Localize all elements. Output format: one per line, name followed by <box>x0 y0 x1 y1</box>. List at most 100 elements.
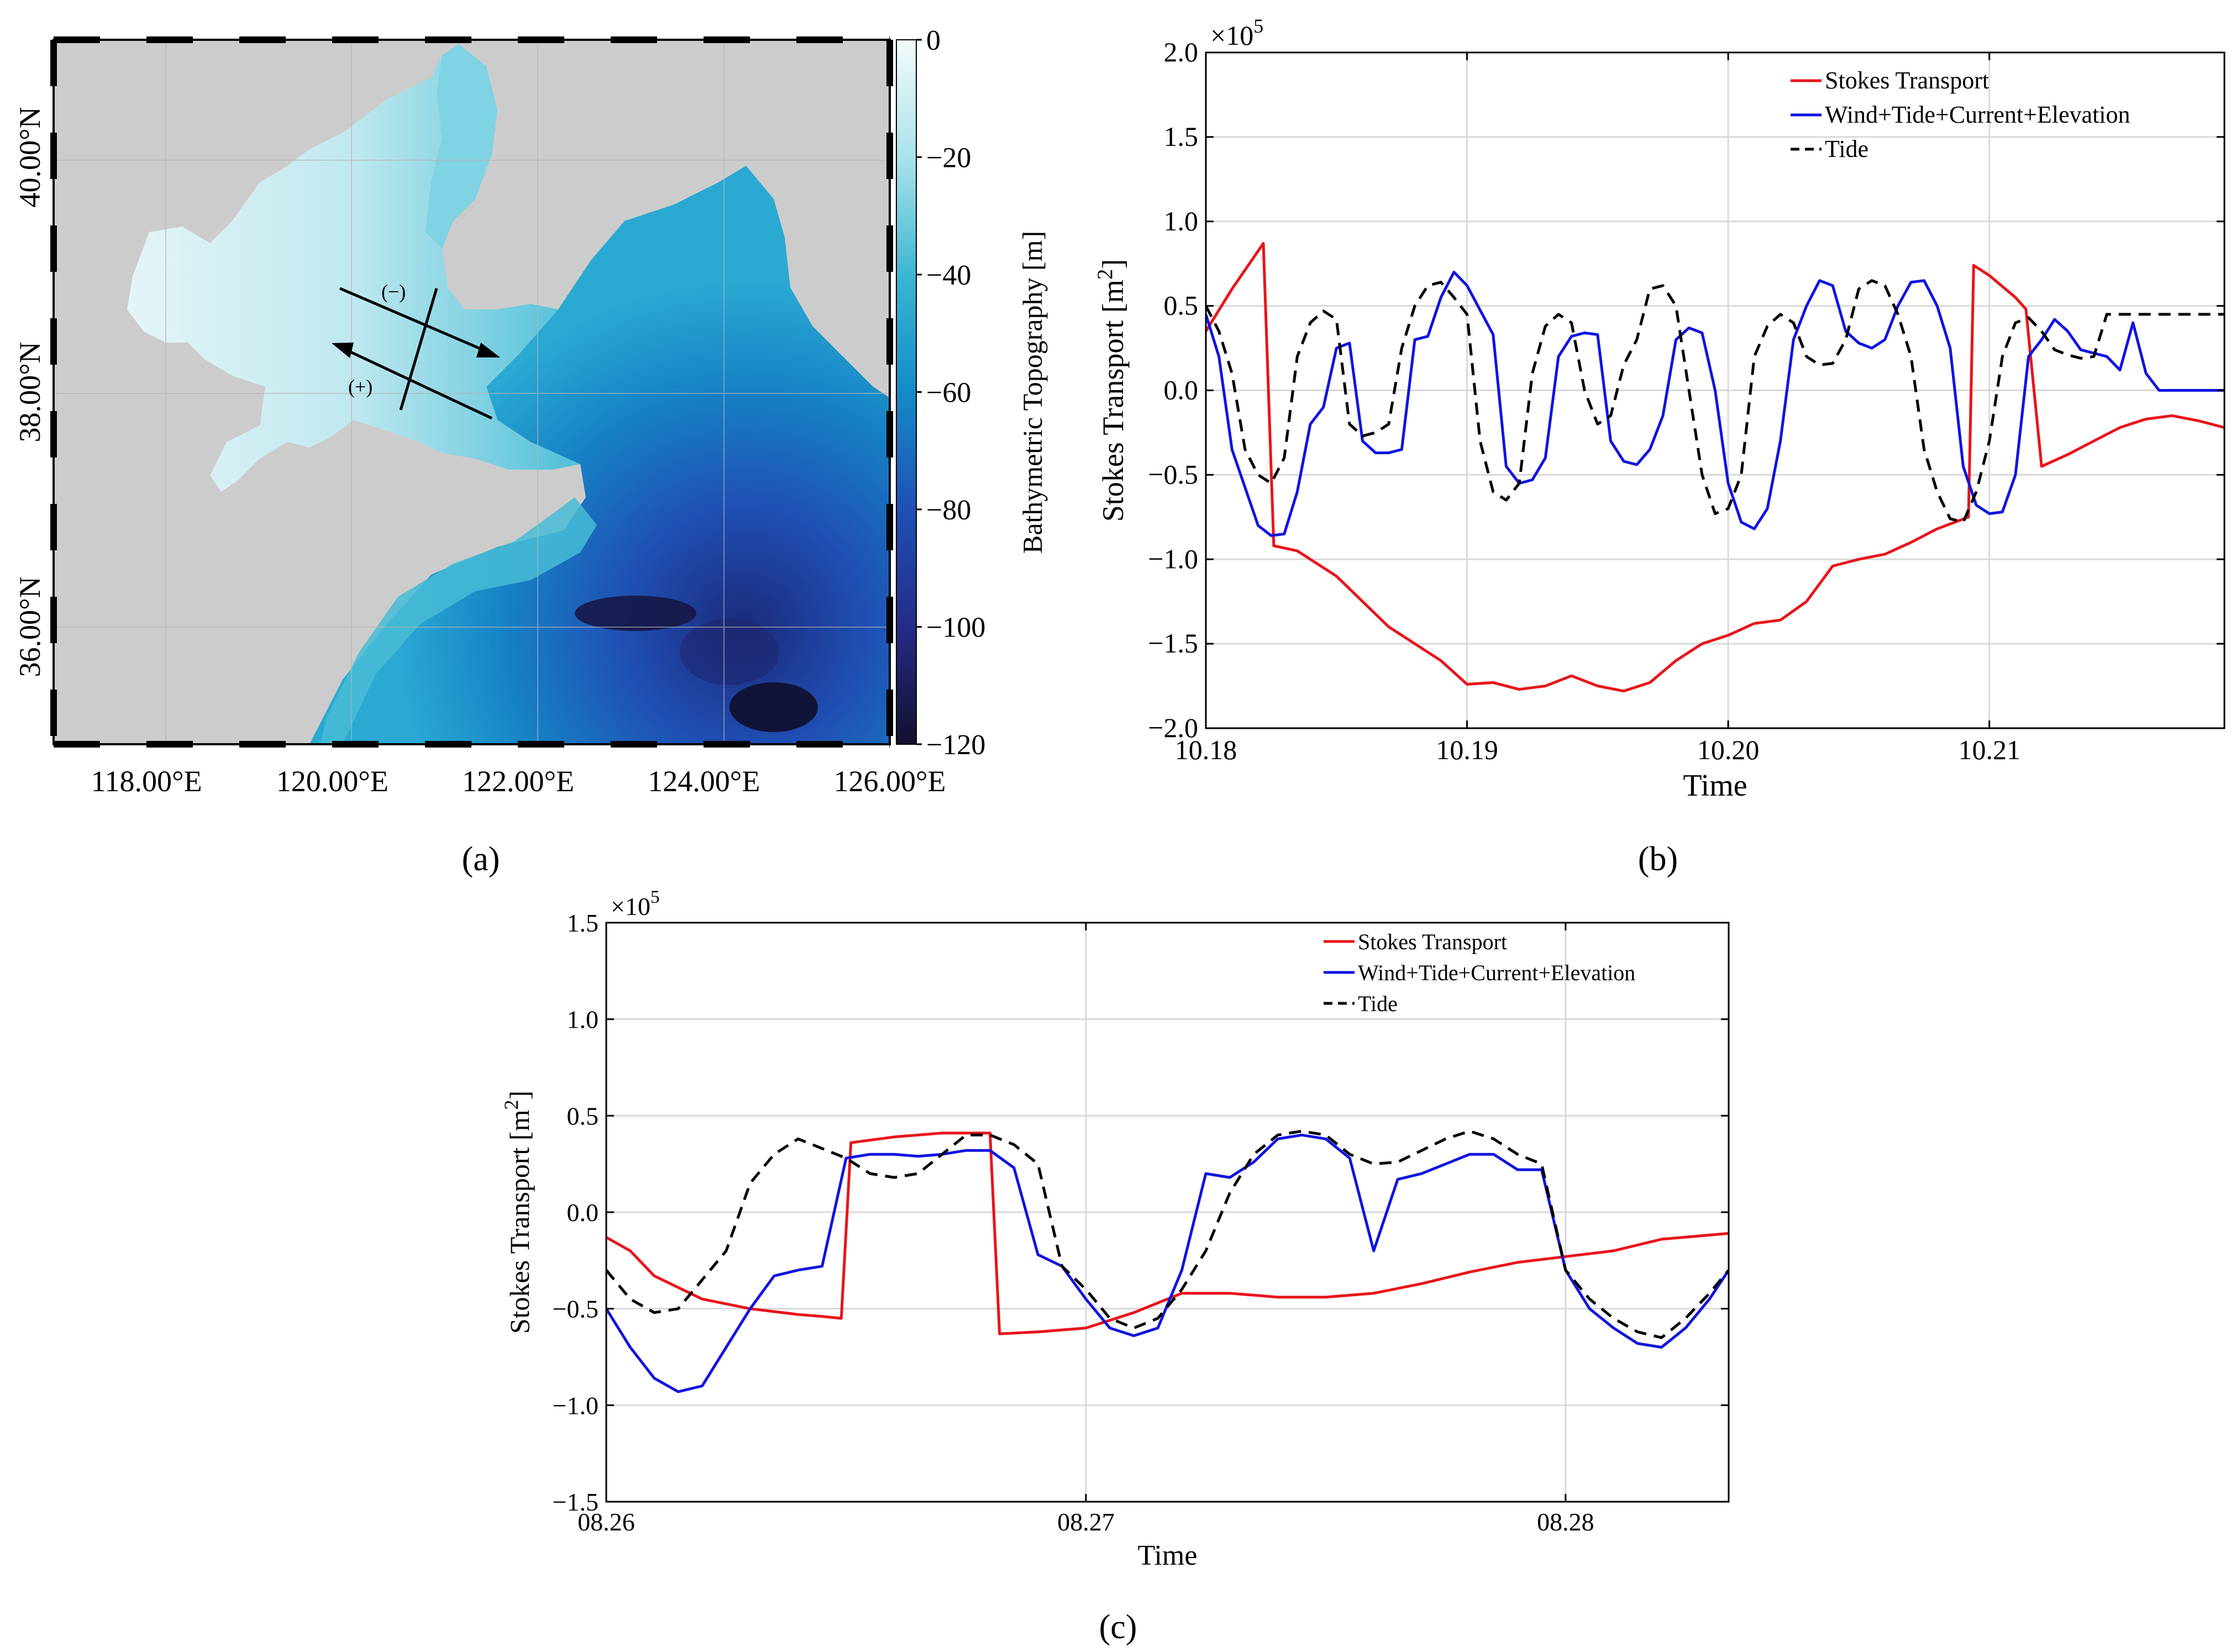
map-y-tick-labels: 36.00°N 38.00°N 40.00°N <box>13 107 46 677</box>
y-tick-label: 1.5 <box>1164 121 1199 152</box>
liaodong-bay <box>426 44 497 249</box>
arrow-head-lower <box>332 343 354 358</box>
y-tick-label: −1.0 <box>553 1391 599 1419</box>
colorbar-tick-label: −100 <box>926 612 985 644</box>
map-frame-dash <box>332 36 379 43</box>
x-tick-label: 10.19 <box>1436 734 1498 765</box>
legend: Stokes Transport Wind+Tide+Current+Elevat… <box>1324 929 1635 1016</box>
map-frame-dash <box>611 741 657 748</box>
y-tick-label: −1.5 <box>1148 628 1198 659</box>
axis-multiplier-exponent: 5 <box>650 887 660 907</box>
map-frame-dash <box>50 133 57 179</box>
arrow-head-upper <box>476 343 500 357</box>
y-tick-label: 1.5 <box>567 909 599 937</box>
y-axis-label-superscript: 2 <box>500 1100 522 1110</box>
section-line-upper <box>339 287 492 355</box>
x-axis-label: Time <box>1683 769 1747 803</box>
y-tick-label: −2.0 <box>1148 712 1198 743</box>
panel-label-a: (a) <box>462 840 500 878</box>
map-frame-dash <box>886 597 893 643</box>
colorbar-tick-label: −40 <box>926 260 971 291</box>
map-frame-dash <box>50 690 57 736</box>
map-frame-dash <box>886 40 893 86</box>
map-frame-dash <box>425 36 471 43</box>
legend-label-tide: Tide <box>1825 135 1868 162</box>
map-x-tick-labels: 118.00°E 120.00°E 122.00°E 124.00°E 126.00°E <box>91 765 946 798</box>
colorbar-tick-label: −60 <box>926 377 971 409</box>
y-tick-label: 0.0 <box>567 1198 599 1227</box>
map-frame-dash <box>54 36 100 43</box>
colorbar-tick-label: 0 <box>926 25 941 56</box>
coastal-shelf-band <box>321 497 597 744</box>
map-frame-dash <box>704 741 750 748</box>
y-tick-label: −0.5 <box>1148 459 1198 490</box>
map-frame-dash <box>50 318 57 365</box>
panel-b-chart: −2.0 −1.5 −1.0 −0.5 0.0 0.5 1.0 1.5 2.0 10.18 10.1… <box>1093 15 2225 803</box>
series-line-tide <box>606 1129 1729 1339</box>
y-tick-label: 0.5 <box>567 1102 599 1130</box>
map-y-tick-label: 36.00°N <box>13 576 46 677</box>
x-tick-label: 08.28 <box>1537 1508 1594 1536</box>
y-axis-label-close: ] <box>504 1091 535 1100</box>
colorbar-tick-label: −80 <box>926 494 971 526</box>
legend-label-wind-tide-current-elevation: Wind+Tide+Current+Elevation <box>1825 101 2130 128</box>
series-group <box>606 1129 1729 1393</box>
colorbar-ticks: 0 −20 −40 −60 −80 −100 −120 <box>916 25 985 761</box>
map-frame-dash <box>611 36 657 43</box>
y-tick-label: −1.5 <box>553 1488 599 1516</box>
axis-multiplier: ×105 <box>611 887 660 920</box>
map-x-tick-label: 120.00°E <box>276 765 389 798</box>
map-frame-dash <box>425 741 471 748</box>
y-axis-label: Stokes Transport [m2] <box>1093 259 1130 522</box>
map-frame-dash <box>146 741 193 748</box>
map-frame-dash <box>886 133 893 179</box>
map-frame-dash <box>50 225 57 272</box>
x-tick-label: 10.18 <box>1175 734 1237 765</box>
map-frame-dash <box>886 225 893 272</box>
map-frame-dash <box>704 36 750 43</box>
series-line-tide <box>1206 279 2224 524</box>
y-axis-label-superscript: 2 <box>1093 269 1117 280</box>
map-frame-dash <box>886 318 893 365</box>
panel-a-map: (−) (+) 118.00°E 120.00°E 122.00°E 124.00°E… <box>13 25 1048 878</box>
y-tick-label: 0.0 <box>1164 375 1199 406</box>
x-tick-label: 08.26 <box>578 1508 635 1536</box>
map-frame <box>53 39 891 745</box>
section-line-lower <box>339 345 493 420</box>
y-tick-label: 1.0 <box>567 1006 599 1034</box>
colorbar <box>896 39 917 745</box>
section-sign-plus: (+) <box>348 376 372 398</box>
y-axis-label: Stokes Transport [m2] <box>500 1091 535 1334</box>
x-tick-label: 08.27 <box>1057 1508 1115 1536</box>
map-frame-dash <box>796 36 843 43</box>
map-frame-dash <box>239 741 286 748</box>
map-frame-dash <box>54 741 100 748</box>
map-y-tick-label: 40.00°N <box>13 107 46 207</box>
x-tick-label: 10.21 <box>1958 734 2020 765</box>
x-axis-label: Time <box>1138 1540 1198 1571</box>
map-frame-dash <box>886 411 893 457</box>
section-sign-minus: (−) <box>381 281 406 303</box>
map-frame-dash <box>50 597 57 643</box>
series-line-wind-tide-current-elevation <box>1206 271 2224 537</box>
panel-label-b: (b) <box>1638 840 1678 878</box>
deep-area-1 <box>575 596 696 631</box>
colorbar-label: Bathymetric Topography [m] <box>1017 231 1048 554</box>
map-frame-dash <box>332 741 379 748</box>
map-x-tick-label: 124.00°E <box>648 765 760 798</box>
panel-c-chart: −1.5 −1.0 −0.5 0.0 0.5 1.0 1.5 08.26 08.27 08.28 ×… <box>500 887 1730 1571</box>
legend-label-stokes-transport: Stokes Transport <box>1825 67 1989 94</box>
map-frame-dash <box>886 504 893 550</box>
colorbar-tick-label: −120 <box>926 729 985 761</box>
deep-area-2 <box>729 682 818 732</box>
map-frame-ticks <box>50 36 893 748</box>
y-tick-label: 0.5 <box>1164 290 1199 321</box>
map-frame-dash <box>889 741 890 748</box>
map-y-tick-label: 38.00°N <box>13 341 46 442</box>
axis-multiplier: ×105 <box>1210 15 1263 51</box>
map-frame-dash <box>518 741 564 748</box>
y-tick-label: 2.0 <box>1164 36 1199 67</box>
map-frame-dash <box>518 36 564 43</box>
map-frame-dash <box>146 36 193 43</box>
x-tick-label: 10.20 <box>1697 734 1760 765</box>
